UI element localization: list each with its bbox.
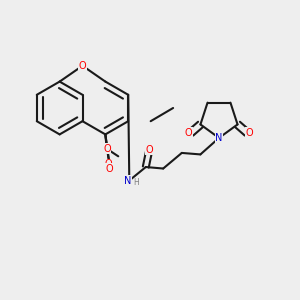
Text: N: N (124, 176, 132, 185)
Text: N: N (215, 133, 223, 143)
Text: O: O (146, 145, 153, 154)
Text: O: O (106, 164, 113, 174)
Text: O: O (246, 128, 254, 138)
Text: O: O (103, 144, 111, 154)
Text: O: O (105, 159, 112, 169)
Text: O: O (184, 128, 192, 138)
Text: H: H (133, 178, 139, 188)
Text: O: O (79, 61, 86, 71)
